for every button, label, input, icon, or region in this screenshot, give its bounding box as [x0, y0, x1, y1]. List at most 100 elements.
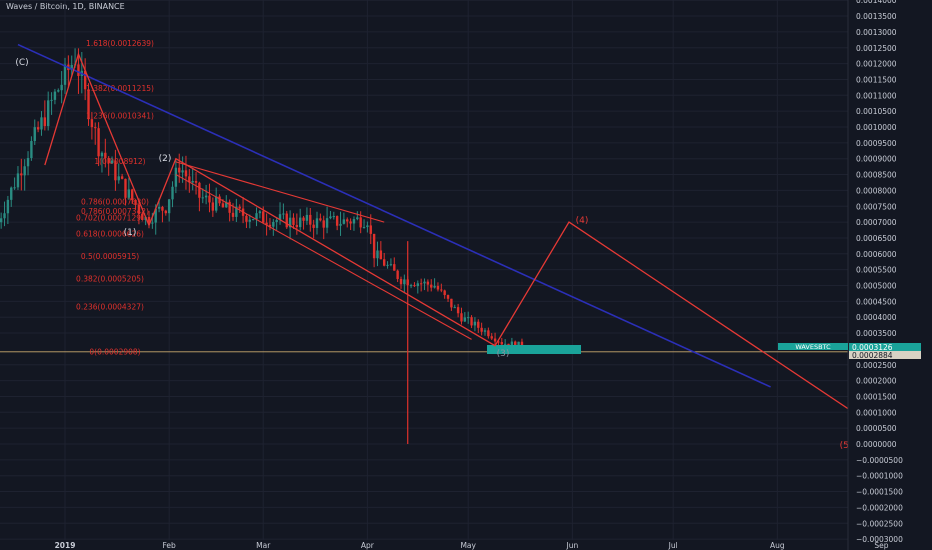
candle-body [211, 202, 215, 211]
price-tick-29: −0.0001000 [856, 472, 903, 481]
candle-body [215, 196, 218, 211]
candle-body [181, 170, 184, 173]
candle-body [70, 64, 73, 71]
candle-body [0, 218, 3, 223]
candle-body [178, 167, 181, 173]
price-tick-26: 0.0000500 [856, 424, 897, 433]
price-tick-5: 0.0011500 [856, 75, 897, 84]
price-tick-18: 0.0005000 [856, 282, 897, 291]
candle-body [87, 89, 90, 120]
candle-body [309, 214, 312, 225]
price-tick-12: 0.0008000 [856, 186, 897, 195]
candle-body [356, 217, 359, 220]
candle-body [20, 173, 23, 176]
candle-body [423, 281, 426, 284]
time-tick-7: Aug [770, 541, 785, 550]
candle-body [379, 250, 383, 260]
candle-body [16, 173, 20, 188]
price-tick-9: 0.0009500 [856, 139, 897, 148]
candle-body [275, 220, 278, 222]
candle-body [477, 321, 480, 328]
time-tick-0: 2019 [55, 541, 76, 550]
candle-body [416, 283, 419, 287]
price-tick-20: 0.0004000 [856, 313, 897, 322]
price-tick-2: 0.0013000 [856, 28, 897, 37]
candle-body [473, 321, 477, 326]
candle-body [40, 117, 43, 130]
candle-body [10, 187, 13, 200]
candle-body [359, 217, 362, 228]
candle-body [43, 117, 47, 127]
candle-body [396, 270, 399, 279]
candle-body [201, 197, 204, 199]
candle-body [151, 222, 154, 224]
candle-body [154, 208, 157, 223]
candle-body [225, 201, 228, 208]
candle-body [315, 218, 319, 228]
time-tick-6: Jul [668, 541, 678, 550]
candle-body [124, 178, 127, 198]
candle-body [107, 157, 110, 164]
price-tick-11: 0.0008500 [856, 171, 897, 180]
candle-body [191, 180, 194, 183]
candle-body [3, 213, 6, 219]
fib-label-10: 0.236(0.0004327) [76, 302, 144, 311]
candle-body [295, 224, 299, 228]
candle-body [194, 180, 198, 183]
price-tick-21: 0.0003500 [856, 329, 897, 338]
candle-body [258, 211, 262, 214]
candle-body [60, 84, 63, 91]
candle-body [83, 70, 87, 90]
last-price-tag [849, 343, 921, 351]
price-line-tag [849, 351, 921, 359]
price-tick-22: 0.0002500 [856, 361, 897, 370]
elliott-wave-path [44, 52, 916, 455]
candle-body [30, 141, 33, 159]
fib-label-8: 0.5(0.0005915) [81, 252, 139, 261]
candles [0, 48, 524, 351]
candle-body [339, 223, 342, 226]
price-tick-0: 0.0014000 [856, 0, 897, 5]
candle-body [36, 127, 40, 130]
price-tick-13: 0.0007500 [856, 202, 897, 211]
fib-label-0: 1.618(0.0012639) [86, 39, 154, 48]
channel-line-0 [175, 161, 385, 223]
candle-body [383, 259, 386, 266]
candle-body [114, 160, 117, 181]
price-tick-17: 0.0005500 [856, 266, 897, 275]
candle-body [228, 201, 231, 213]
candle-body [90, 119, 94, 128]
price-tick-7: 0.0010500 [856, 107, 897, 116]
candle-body [218, 196, 221, 204]
fib-label-11: 0(0.0002908) [89, 347, 140, 356]
price-tick-25: 0.0001000 [856, 408, 897, 417]
candle-body [157, 206, 161, 209]
candle-body [456, 307, 460, 314]
candle-body [285, 213, 288, 228]
candle-body [262, 211, 265, 223]
candle-body [517, 341, 520, 349]
candle-body [127, 189, 131, 198]
price-tick-27: 0.0000000 [856, 440, 897, 449]
candle-body [6, 199, 10, 214]
candle-body [184, 170, 188, 177]
candle-body [325, 218, 329, 228]
candle-body [342, 219, 346, 224]
candle-body [419, 283, 423, 285]
candle-body [117, 176, 120, 181]
fib-label-7: 0.618(0.0006626) [76, 229, 144, 238]
time-axis: 2019 Feb Mar Apr May Jun Jul Aug Sep [55, 541, 889, 550]
price-tick-15: 0.0006500 [856, 234, 897, 243]
candle-body [204, 195, 208, 198]
candle-body [137, 204, 141, 214]
price-tick-6: 0.0011000 [856, 91, 897, 100]
candle-body [161, 206, 164, 211]
candle-body [53, 91, 57, 100]
wave-label-2: (2) [159, 154, 172, 164]
time-tick-2: Mar [256, 541, 271, 550]
candle-body [467, 317, 470, 319]
candle-body [164, 210, 167, 214]
wave-label-0: (C) [15, 58, 28, 68]
candle-body [248, 219, 251, 222]
